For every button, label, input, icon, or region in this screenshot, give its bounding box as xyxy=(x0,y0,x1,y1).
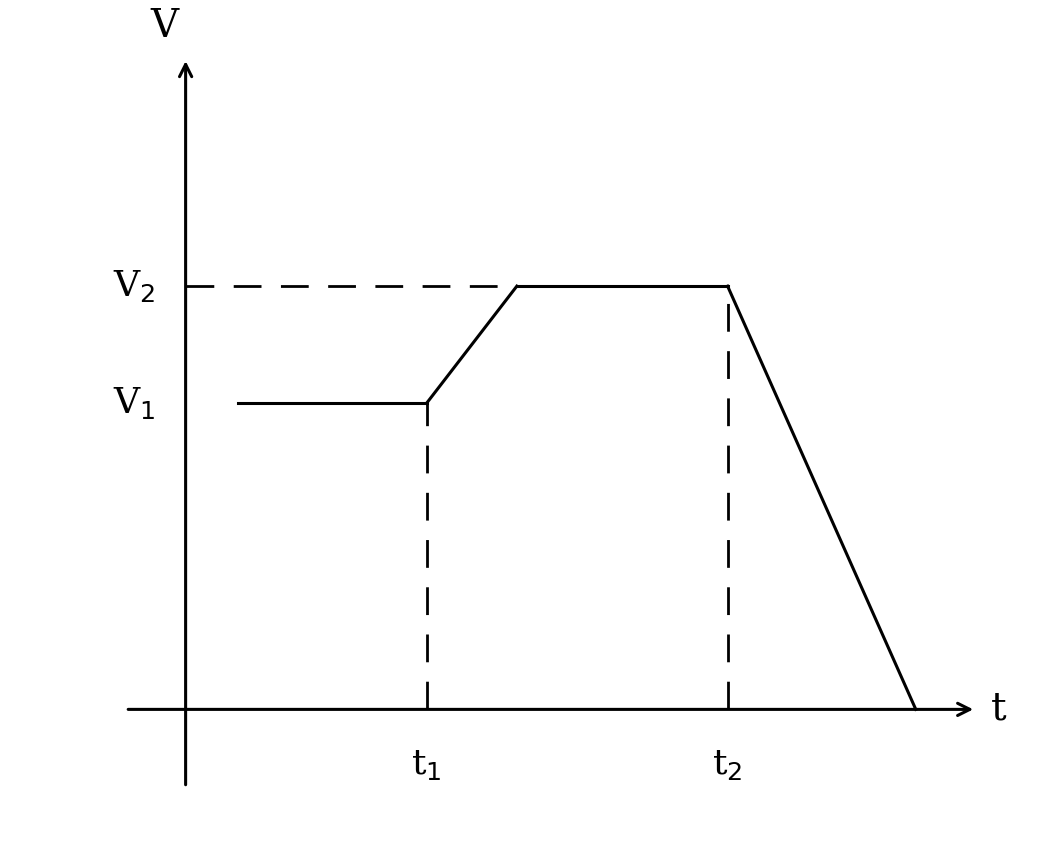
Text: t: t xyxy=(991,691,1006,728)
Text: t$_1$: t$_1$ xyxy=(411,748,442,782)
Text: V$_1$: V$_1$ xyxy=(113,385,156,421)
Text: V: V xyxy=(150,9,178,45)
Text: t$_2$: t$_2$ xyxy=(713,748,743,782)
Text: V$_2$: V$_2$ xyxy=(113,268,156,304)
